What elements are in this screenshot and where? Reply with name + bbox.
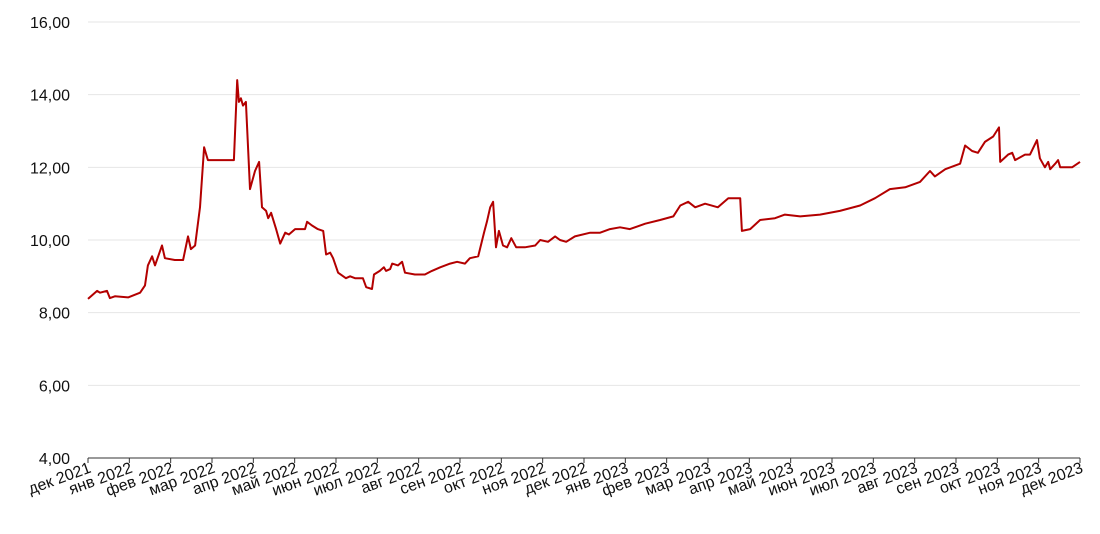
y-tick-label: 4,00 <box>39 451 70 468</box>
line-series <box>87 79 1081 300</box>
y-tick-label: 8,00 <box>39 306 70 323</box>
y-tick-label: 10,00 <box>30 233 70 250</box>
y-tick-label: 16,00 <box>30 15 70 32</box>
y-tick-label: 14,00 <box>30 88 70 105</box>
y-tick-label: 12,00 <box>30 160 70 177</box>
y-tick-label: 6,00 <box>39 378 70 395</box>
